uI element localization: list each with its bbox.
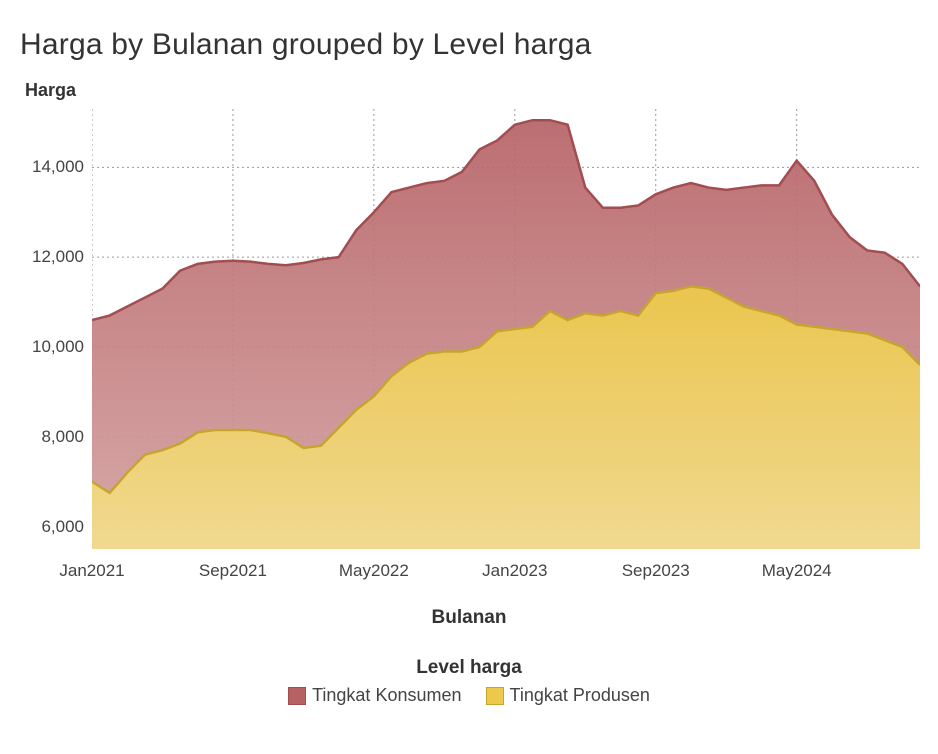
legend-label: Tingkat Konsumen	[312, 685, 461, 706]
plot-area	[92, 109, 920, 549]
y-axis-label: Harga	[25, 80, 918, 101]
y-tick-label: 8,000	[41, 427, 84, 447]
chart-area: 6,000 8,000 10,000 12,000 14,000 Jan2021 Sep2…	[20, 109, 920, 589]
chart-title: Harga by Bulanan grouped by Level harga	[20, 28, 918, 62]
y-tick-label: 6,000	[41, 517, 84, 537]
legend-label: Tingkat Produsen	[510, 685, 650, 706]
y-tick-label: 10,000	[32, 337, 84, 357]
x-axis-label: Bulanan	[20, 607, 918, 629]
legend-item: Tingkat Konsumen	[288, 685, 461, 706]
x-tick-label: Sep2021	[199, 561, 267, 581]
area-chart-svg	[92, 109, 920, 549]
x-tick-label: Sep2023	[622, 561, 690, 581]
x-tick-label: Jan2023	[482, 561, 547, 581]
y-tick-label: 12,000	[32, 247, 84, 267]
x-ticks: Jan2021Sep2021May2022Jan2023Sep2023May20…	[92, 553, 920, 589]
x-tick-label: May2022	[339, 561, 409, 581]
x-tick-label: Jan2021	[59, 561, 124, 581]
legend: Level harga Tingkat Konsumen Tingkat Prod…	[20, 657, 918, 706]
x-tick-label: May2024	[762, 561, 832, 581]
y-ticks: 6,000 8,000 10,000 12,000 14,000	[20, 109, 92, 589]
legend-swatch	[486, 687, 504, 705]
legend-items: Tingkat Konsumen Tingkat Produsen	[20, 685, 918, 706]
y-tick-label: 14,000	[32, 157, 84, 177]
legend-swatch	[288, 687, 306, 705]
chart-container: Harga by Bulanan grouped by Level harga …	[0, 0, 938, 754]
legend-item: Tingkat Produsen	[486, 685, 650, 706]
legend-title: Level harga	[20, 657, 918, 679]
